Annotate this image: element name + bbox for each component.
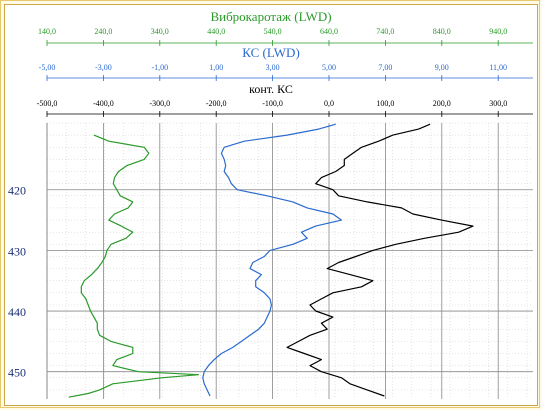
- scale-tick-label: 9,00: [435, 63, 449, 72]
- chart-panel: Виброкаротаж (LWD) 140,0 240,0 340,0 440,0 54…: [4, 4, 538, 406]
- scale-tick-label: 640,0: [320, 27, 338, 36]
- log-curve: [286, 123, 474, 397]
- scale-tick-label: 5,00: [322, 63, 336, 72]
- scale-tick-label: -300,0: [149, 99, 170, 108]
- log-curve: [202, 123, 343, 397]
- scale-headers: Виброкаротаж (LWD) 140,0 240,0 340,0 440,0 54…: [37, 9, 533, 117]
- scale-tick-label: -3,00: [95, 63, 112, 72]
- scale-tick-label: 840,0: [433, 27, 451, 36]
- scale-tick-label: 200,0: [433, 99, 451, 108]
- scale-title: КС (LWD): [242, 45, 300, 60]
- scale-title: Виброкаротаж (LWD): [210, 9, 331, 24]
- scale-tick-label: 140,0: [38, 27, 56, 36]
- depth-axis-labels: 420 430 440 450: [8, 184, 26, 380]
- scale-tick-label: 11,00: [489, 63, 507, 72]
- depth-tick-label: 420: [8, 184, 26, 198]
- scale-tick-label: 300,0: [489, 99, 507, 108]
- depth-tick-label: 440: [8, 305, 26, 319]
- log-curve: [68, 134, 200, 398]
- scale-tick-label: -100,0: [262, 99, 283, 108]
- scale-tick-label: 440,0: [207, 27, 225, 36]
- scale-tick-label: 740,0: [376, 27, 394, 36]
- depth-tick-label: 430: [8, 244, 26, 258]
- scale-tick-label: -500,0: [37, 99, 58, 108]
- scale-tick-label: 940,0: [489, 27, 507, 36]
- scale-tick-label: 0,0: [324, 99, 334, 108]
- scale-tick-label: -5,00: [39, 63, 56, 72]
- scale-tick-label: -400,0: [93, 99, 114, 108]
- scale-tick-label: 540,0: [264, 27, 282, 36]
- scale-tick-label: 240,0: [94, 27, 112, 36]
- scale-tick-label: 100,0: [376, 99, 394, 108]
- scale-tick-label: 1,00: [209, 63, 223, 72]
- log-curves: [68, 123, 474, 398]
- scale-tick-label: -200,0: [206, 99, 227, 108]
- plot-grid: [46, 122, 533, 399]
- depth-tick-label: 450: [8, 366, 26, 380]
- scale-tick-label: -1,00: [151, 63, 168, 72]
- well-log-chart: Виброкаротаж (LWD) 140,0 240,0 340,0 440,0 54…: [8, 9, 533, 399]
- scale-title: конт. КС: [249, 82, 293, 96]
- scale-tick-label: 3,00: [266, 63, 280, 72]
- scale-tick-label: 7,00: [378, 63, 392, 72]
- scale-tick-label: 340,0: [151, 27, 169, 36]
